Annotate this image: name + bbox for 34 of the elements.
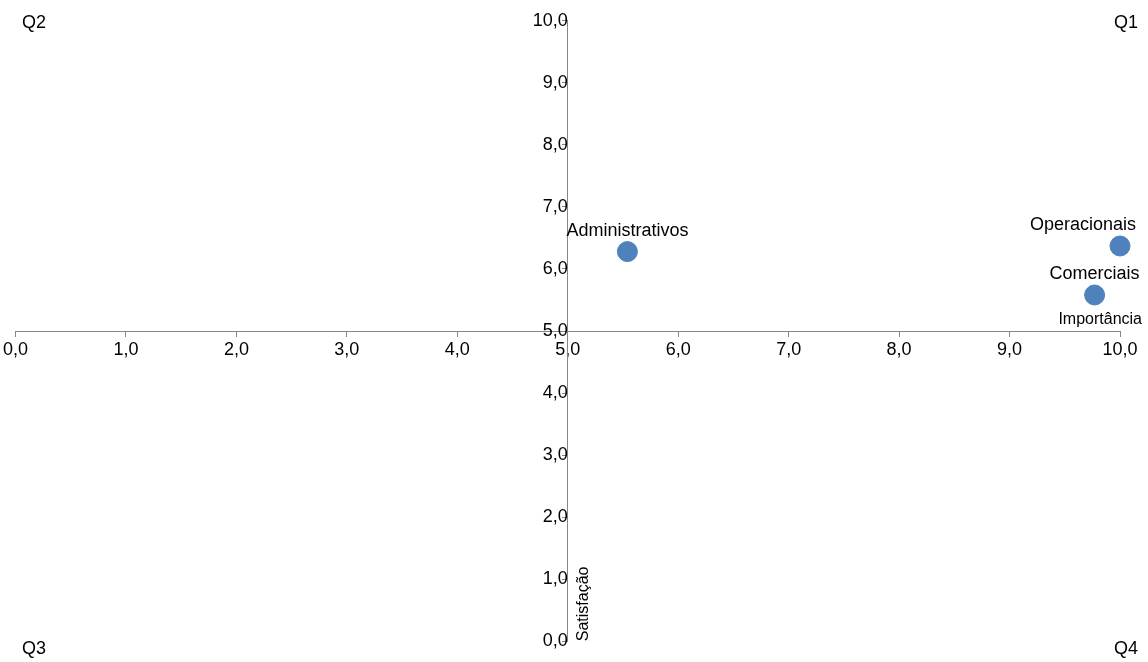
y-tick-label: 1,0 [542, 568, 568, 589]
x-tick-label: 9,0 [997, 338, 1023, 359]
y-tick-label: 4,0 [542, 382, 568, 403]
point [616, 241, 638, 263]
y-tick-label: 7,0 [542, 195, 568, 216]
y-tick-label: 5,0 [542, 319, 568, 340]
y-tick-label: 2,0 [542, 506, 568, 527]
annotation: Administrativos [566, 219, 689, 240]
x-tick-label: 6,0 [665, 338, 691, 359]
y-tick-label: 10,0 [532, 9, 568, 30]
x-tick-label: 5,0 [555, 338, 581, 359]
point [1109, 235, 1131, 257]
x-tick-label: 8,0 [886, 338, 912, 359]
x-tick-label: 2,0 [223, 338, 249, 359]
x-tick-label: 4,0 [444, 338, 470, 359]
annotation: Comerciais [1049, 262, 1140, 283]
annotation: Operacionais [1029, 213, 1136, 234]
y-tick-label: 0,0 [542, 630, 568, 651]
y-tick-label: 9,0 [542, 71, 568, 92]
annotation: Q4 [1113, 637, 1138, 658]
point [1084, 284, 1106, 306]
x-tick-label: 0,0 [3, 338, 29, 359]
annotation: Q2 [22, 11, 47, 32]
x-tick-label: 10,0 [1102, 338, 1138, 359]
x-axis-title: Importância [1058, 310, 1143, 328]
annotation: Q3 [22, 637, 47, 658]
x-tick-label: 3,0 [334, 338, 360, 359]
annotation: Q1 [1113, 11, 1138, 32]
y-tick-label: 8,0 [542, 133, 568, 154]
x-tick-label: 7,0 [776, 338, 802, 359]
y-axis-title: Satisfação [574, 566, 592, 642]
x-tick-label: 1,0 [113, 338, 139, 359]
y-tick-label: 6,0 [542, 257, 568, 278]
y-tick-label: 3,0 [542, 444, 568, 465]
